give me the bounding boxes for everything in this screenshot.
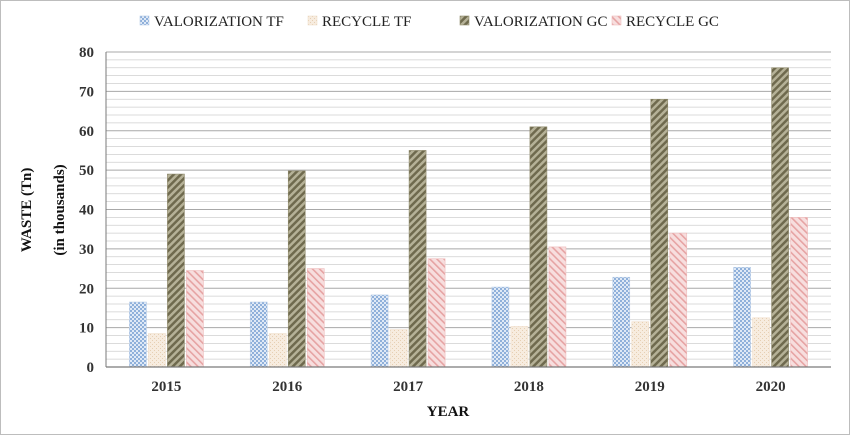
y-tick-label: 0	[87, 360, 95, 376]
legend-swatch	[307, 15, 318, 26]
x-axis-title: YEAR	[427, 404, 470, 420]
bar-recycle-tf-2020	[752, 317, 770, 368]
bar-valorization-tf-2019	[612, 276, 631, 368]
bar-valorization-gc-2016	[287, 170, 306, 368]
bar-valorization-gc-2020	[771, 67, 789, 368]
y-axis-subtitle: (in thousands)	[52, 164, 68, 255]
legend-label: VALORIZATION GC	[474, 14, 607, 30]
bar-valorization-gc-2018	[529, 126, 548, 368]
bar-valorization-tf-2015	[129, 301, 147, 368]
y-tick-label: 70	[79, 84, 94, 100]
y-tick-label: 40	[79, 203, 94, 219]
y-tick-label: 30	[79, 242, 94, 258]
bar-recycle-gc-2020	[790, 217, 808, 368]
bar-valorization-gc-2019	[650, 98, 669, 368]
legend-swatch	[611, 15, 622, 26]
bar-recycle-gc-2016	[306, 268, 325, 368]
x-tick-label: 2015	[151, 379, 181, 395]
y-tick-label: 10	[79, 321, 94, 337]
bar-valorization-gc-2015	[167, 173, 185, 368]
legend-label: VALORIZATION TF	[154, 14, 284, 30]
bar-recycle-tf-2015	[148, 333, 166, 368]
y-tick-label: 50	[79, 163, 94, 179]
bar-valorization-tf-2016	[249, 301, 268, 368]
y-tick-label: 20	[79, 281, 94, 297]
y-tick-label: 80	[79, 45, 94, 61]
x-tick-label: 2016	[272, 379, 303, 395]
bar-valorization-tf-2020	[733, 267, 751, 368]
y-axis-title: WASTE (Tn)	[19, 168, 35, 253]
bar-valorization-tf-2017	[370, 294, 389, 368]
x-tick-label: 2020	[756, 379, 786, 395]
bars	[129, 67, 808, 368]
bar-recycle-gc-2018	[548, 246, 567, 368]
x-tick-label: 2019	[635, 379, 665, 395]
y-tick-label: 60	[79, 124, 94, 140]
bar-valorization-gc-2017	[408, 150, 427, 368]
legend-swatch	[459, 15, 470, 26]
x-tick-label: 2017	[393, 379, 424, 395]
x-tick-label: 2018	[514, 379, 544, 395]
bar-recycle-gc-2017	[427, 258, 446, 368]
y-axis-ticks: 0 10 20 30 40 50 60 70 80	[79, 45, 94, 376]
bar-recycle-gc-2019	[669, 232, 688, 368]
bar-valorization-tf-2018	[491, 286, 510, 368]
legend: VALORIZATION TF RECYCLE TF VALORIZATION GC…	[139, 14, 719, 30]
bar-recycle-tf-2018	[510, 326, 529, 368]
gridlines	[106, 51, 831, 360]
legend-swatch	[139, 15, 150, 26]
legend-label: RECYCLE GC	[626, 14, 719, 30]
bar-recycle-tf-2019	[631, 321, 650, 368]
bar-recycle-tf-2017	[389, 329, 408, 368]
bar-recycle-tf-2016	[268, 333, 287, 368]
legend-label: RECYCLE TF	[322, 14, 411, 30]
bar-recycle-gc-2015	[186, 270, 204, 368]
x-axis-ticks: 2015 2016 2017 2018 2019 2020	[151, 379, 785, 395]
